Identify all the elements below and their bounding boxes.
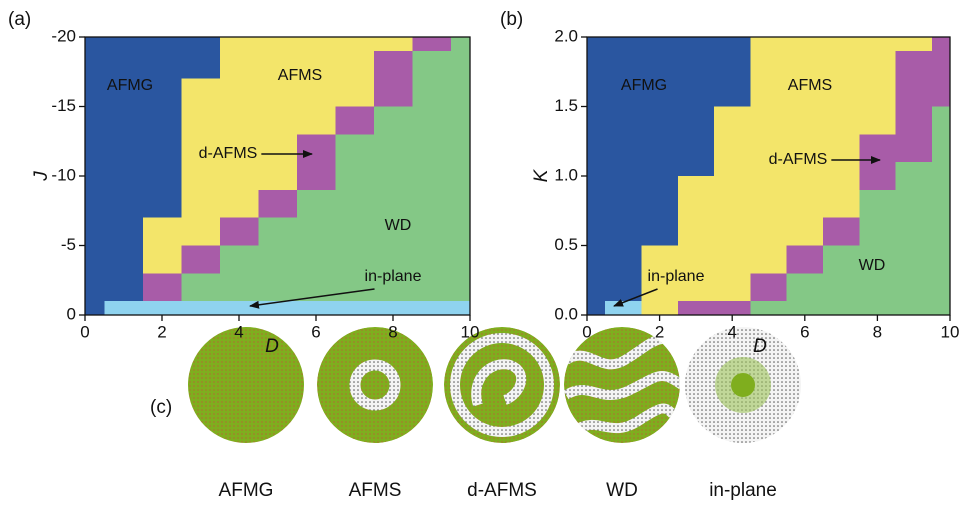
x-tick-label: 0 xyxy=(80,322,89,341)
region-label: in-plane xyxy=(648,268,705,285)
y-tick-label: 1.5 xyxy=(554,96,578,115)
snapshot-label: AFMS xyxy=(349,480,402,501)
figure: 0 2 4 6 8 10 0 -5 -10 -15 -20 D J (a) WD AFMS d-AFMS AFMG… xyxy=(0,0,963,508)
x-tick-label: 8 xyxy=(388,322,397,341)
y-tick-label: -20 xyxy=(51,26,76,45)
y-tick-label: -10 xyxy=(51,165,76,184)
panel-label: (a) xyxy=(8,9,31,30)
snapshot-afmg xyxy=(188,327,304,443)
snapshot-d-afms xyxy=(444,327,560,443)
region-label: AFMS xyxy=(788,77,832,94)
y-tick-label: 2.0 xyxy=(554,26,578,45)
region-label: d-AFMS xyxy=(769,151,828,168)
x-tick-label: 4 xyxy=(234,322,243,341)
region-label: d-AFMS xyxy=(199,145,258,162)
x-tick-label: 2 xyxy=(655,322,664,341)
y-tick-label: 0.5 xyxy=(554,235,578,254)
panel-label: (b) xyxy=(500,9,523,30)
snapshot-label: WD xyxy=(606,480,638,501)
panel-label: (c) xyxy=(150,397,172,418)
y-axis-label: J xyxy=(31,171,52,182)
y-tick-label: -15 xyxy=(51,96,76,115)
x-tick-label: 6 xyxy=(311,322,320,341)
x-axis-label: D xyxy=(265,336,279,357)
region-label: AFMG xyxy=(107,77,153,94)
x-tick-label: 0 xyxy=(582,322,591,341)
y-axis-label: K xyxy=(531,168,552,182)
region-label: AFMS xyxy=(278,67,322,84)
phase-panel: 0 2 4 6 8 10 0.0 0.5 1.0 1.5 2.0 D K (b) WD AFMS d-AFMS A… xyxy=(500,9,959,357)
snapshot-label: AFMG xyxy=(219,480,274,501)
y-tick-label: 0.0 xyxy=(554,304,578,323)
x-tick-label: 4 xyxy=(727,322,736,341)
snapshot-afms xyxy=(317,327,433,443)
x-tick-label: 2 xyxy=(157,322,166,341)
y-tick-label: 0 xyxy=(67,304,76,323)
x-tick-label: 8 xyxy=(873,322,882,341)
x-tick-label: 6 xyxy=(800,322,809,341)
region-label: in-plane xyxy=(365,268,422,285)
region-label: WD xyxy=(859,257,886,274)
snapshot-wd xyxy=(564,327,682,443)
snapshot-label: in-plane xyxy=(709,480,777,501)
x-tick-label: 10 xyxy=(941,322,960,341)
phase-region xyxy=(605,301,641,315)
phase-panel: 0 2 4 6 8 10 0 -5 -10 -15 -20 D J (a) WD AFMS d-AFMS AFMG… xyxy=(8,9,479,357)
y-tick-label: 1.0 xyxy=(554,165,578,184)
snapshot-images xyxy=(188,327,801,443)
phase-region xyxy=(104,301,470,315)
region-label: WD xyxy=(385,217,412,234)
x-tick-label: 10 xyxy=(461,322,480,341)
y-tick-label: -5 xyxy=(61,235,76,254)
snapshot-label: d-AFMS xyxy=(467,480,537,501)
region-label: AFMG xyxy=(621,77,667,94)
snapshot-in-plane xyxy=(685,327,801,443)
x-axis-label: D xyxy=(753,336,767,357)
